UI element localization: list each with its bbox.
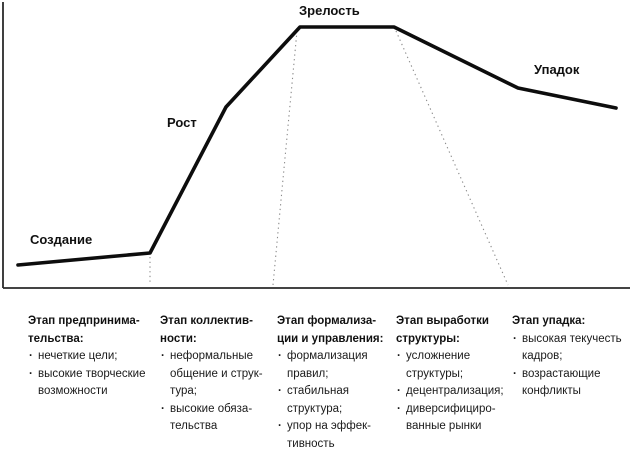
stage-detail-item: · диверсифициро- ванные рынки xyxy=(396,401,510,436)
stage-detail-list: · усложнение структуры; · децентрализация;… xyxy=(396,348,510,436)
bullet-icon: · xyxy=(513,367,517,380)
stage-detail-item: · высокие творческие возможности xyxy=(28,366,154,401)
stage-column-heading: Этап предпринима- тельства: xyxy=(28,315,140,345)
stage-label-creation: Создание xyxy=(30,232,93,247)
stage-detail-text: неформальные общение и струк- тура; xyxy=(170,350,263,397)
stage-column-heading: Этап выработки структуры: xyxy=(396,315,489,345)
stage-column-collectivity: Этап коллектив- ности: · неформальные общ… xyxy=(160,313,273,436)
bullet-icon: · xyxy=(278,385,282,397)
stage-label-maturity: Зрелость xyxy=(299,3,360,18)
stage-detail-text: высокие творческие возможности xyxy=(38,367,146,398)
stage-detail-item: · формализация правил; xyxy=(277,348,397,383)
bullet-icon: · xyxy=(278,420,282,432)
lifecycle-chart-area: Создание Рост Зрелость Упадок xyxy=(2,2,630,289)
stage-column-decline: Этап упадка: · высокая текучесть кадров; … xyxy=(512,313,631,401)
bullet-icon: · xyxy=(29,367,33,380)
bullet-icon: · xyxy=(29,350,33,362)
stage-detail-item: · высокая текучесть кадров; xyxy=(512,331,631,366)
bullet-icon: · xyxy=(397,350,401,362)
stage-detail-text: возрастающие конфликты xyxy=(522,367,601,398)
stage-detail-list: · нечеткие цели; · высокие творческие возм… xyxy=(28,348,154,401)
stage-detail-item: · упор на эффек- тивность xyxy=(277,418,397,453)
stage-detail-list: · неформальные общение и струк- тура; · вы… xyxy=(160,348,273,436)
stage-detail-item: · нечеткие цели; xyxy=(28,348,154,366)
stage-detail-text: диверсифициро- ванные рынки xyxy=(406,402,496,433)
stage-detail-item: · стабильная структура; xyxy=(277,383,397,418)
stage-detail-text: упор на эффек- тивность xyxy=(287,420,371,450)
bullet-icon: · xyxy=(397,402,401,415)
stage-detail-text: формализация правил; xyxy=(287,350,368,380)
bullet-icon: · xyxy=(161,350,165,362)
stage-descriptions: Этап предпринима- тельства: · нечеткие це… xyxy=(0,313,631,467)
stage-column-entrepreneurship: Этап предпринима- тельства: · нечеткие це… xyxy=(28,313,154,401)
stage-label-decline: Упадок xyxy=(534,62,580,77)
stage-detail-text: стабильная структура; xyxy=(287,385,349,415)
bullet-icon: · xyxy=(161,402,165,415)
bullet-icon: · xyxy=(397,385,401,397)
stage-detail-item: · усложнение структуры; xyxy=(396,348,510,383)
stage-detail-text: высокая текучесть кадров; xyxy=(522,332,622,363)
bullet-icon: · xyxy=(278,350,282,362)
stage-detail-item: · децентрализация; xyxy=(396,383,510,401)
bullet-icon: · xyxy=(513,332,517,345)
stage-detail-text: нечеткие цели; xyxy=(38,350,118,362)
stage-detail-item: · высокие обяза- тельства xyxy=(160,401,273,436)
stage-detail-list: · высокая текучесть кадров; · возрастающие… xyxy=(512,331,631,401)
lifecycle-curve-svg xyxy=(2,2,630,289)
stage-column-heading: Этап коллектив- ности: xyxy=(160,315,253,345)
stage-column-formalization: Этап формализа- ции и управления: · форма… xyxy=(277,313,397,453)
stage-detail-item: · возрастающие конфликты xyxy=(512,366,631,401)
stage-column-structure-elaboration: Этап выработки структуры: · усложнение ст… xyxy=(396,313,510,436)
stage-detail-item: · неформальные общение и струк- тура; xyxy=(160,348,273,401)
stage-label-growth: Рост xyxy=(167,115,197,130)
stage-detail-text: высокие обяза- тельства xyxy=(170,402,253,433)
stage-detail-text: децентрализация; xyxy=(406,385,504,397)
stage-column-heading: Этап формализа- ции и управления: xyxy=(277,315,384,345)
stage-detail-list: · формализация правил; · стабильная структ… xyxy=(277,348,397,453)
stage-detail-text: усложнение структуры; xyxy=(406,350,471,380)
stage-column-heading: Этап упадка: xyxy=(512,315,586,327)
